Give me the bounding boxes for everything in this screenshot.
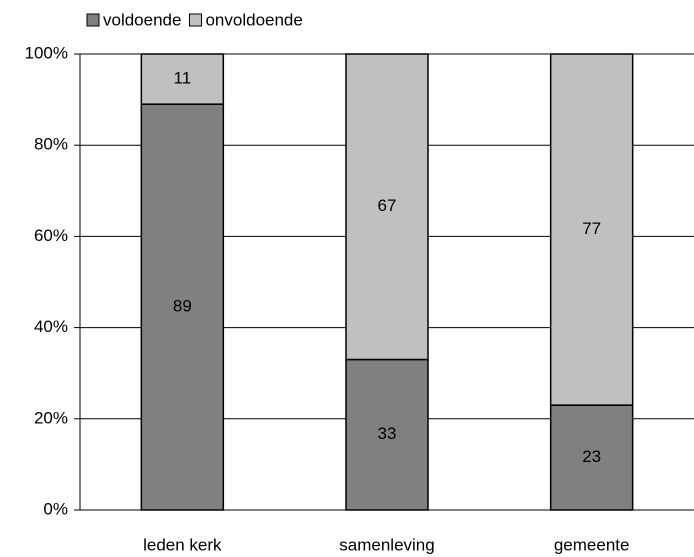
x-tick-label: leden kerk: [143, 535, 222, 554]
bar-segment: [549, 53, 634, 406]
legend-label: onvoldoende: [205, 10, 302, 29]
x-tick-label: gemeente: [554, 535, 630, 554]
y-tick-label: 20%: [34, 408, 68, 427]
y-tick-label: 0%: [43, 499, 68, 518]
bar-segment: [345, 53, 429, 361]
legend-swatch: [188, 13, 202, 27]
data-label: 67: [378, 196, 397, 215]
data-label: 11: [174, 69, 192, 88]
bar-segment: [140, 53, 225, 105]
bar-segment: [345, 358, 429, 511]
x-tick-label: samenleving: [339, 535, 434, 554]
y-tick-label: 80%: [34, 135, 68, 154]
y-tick-label: 40%: [34, 317, 68, 336]
legend-swatch: [86, 13, 100, 27]
data-label: 33: [378, 424, 397, 443]
data-label: 77: [582, 219, 601, 238]
legend-label: voldoende: [103, 10, 181, 29]
bar-segment: [549, 404, 634, 511]
y-tick-label: 60%: [34, 226, 68, 245]
data-label: 89: [173, 297, 192, 316]
data-label: 23: [582, 447, 601, 466]
y-tick-label: 100%: [25, 43, 68, 62]
bar-segment: [140, 103, 225, 511]
